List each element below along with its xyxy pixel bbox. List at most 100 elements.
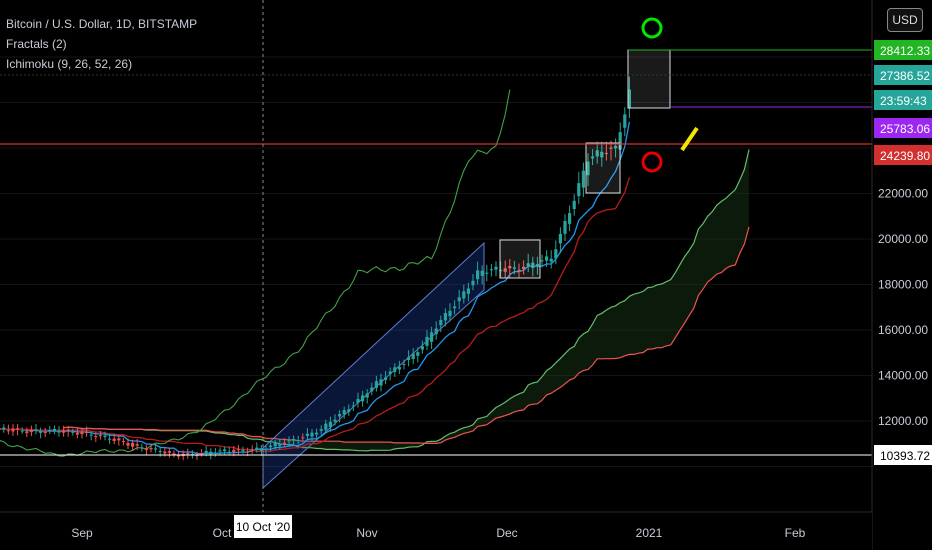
price-label-bg	[874, 145, 932, 165]
candle-body	[462, 291, 466, 299]
candle-body	[549, 258, 553, 262]
candle-body	[282, 442, 286, 444]
candle-body	[236, 449, 240, 451]
candle-body	[526, 263, 530, 267]
symbol-title[interactable]: Bitcoin / U.S. Dollar, 1D, BITSTAMP	[6, 17, 198, 31]
candle-body	[627, 89, 631, 108]
candle-body	[305, 433, 309, 436]
candle-body	[301, 437, 305, 439]
candle-body	[411, 353, 415, 360]
ichimoku-indicator-label[interactable]: Ichimoku (9, 26, 52, 26)	[6, 57, 133, 71]
price-label-text: 10393.72	[880, 449, 930, 463]
grid-lines	[0, 56, 872, 467]
candle-body	[489, 269, 493, 271]
candle-body	[232, 449, 236, 453]
candle-body	[158, 451, 162, 453]
candle-body	[75, 432, 79, 435]
y-tick-label: 12000.00	[878, 414, 928, 428]
parallel-channel	[262, 241, 485, 490]
candle-body	[103, 435, 107, 437]
candle-body	[163, 451, 167, 454]
candle-body	[25, 431, 29, 434]
chart-legend: Bitcoin / U.S. Dollar, 1D, BITSTAMP Frac…	[6, 14, 197, 74]
currency-button[interactable]: USD	[887, 8, 923, 32]
candle-body	[66, 429, 70, 432]
price-label-text: 27386.52	[880, 69, 930, 83]
candle-body	[351, 405, 355, 407]
candle-body	[370, 387, 374, 392]
candle-body	[342, 410, 346, 415]
candle-body	[425, 336, 429, 346]
candle-body	[388, 371, 392, 375]
candle-body	[384, 377, 388, 381]
candle-body	[204, 450, 208, 454]
candle-body	[319, 429, 323, 431]
candle-body	[259, 448, 263, 451]
candle-body	[195, 455, 199, 457]
price-label-bg	[874, 40, 932, 60]
candle-body	[494, 266, 498, 270]
candle-body	[135, 444, 139, 446]
candle-body	[85, 432, 89, 434]
candle-body	[43, 432, 47, 434]
candle-body	[420, 346, 424, 350]
candle-body	[338, 414, 342, 417]
candle-body	[568, 213, 572, 224]
candle-body	[522, 266, 526, 269]
candle-body	[34, 429, 38, 431]
candle-body	[499, 270, 503, 272]
fractals-indicator-label[interactable]: Fractals (2)	[6, 37, 67, 51]
candle-body	[480, 270, 484, 276]
candle-body	[172, 453, 176, 455]
candle-body	[167, 451, 171, 453]
candle-body	[200, 453, 204, 455]
candle-body	[310, 432, 314, 437]
ichimoku-cloud	[63, 149, 750, 452]
candle-body	[623, 114, 627, 128]
candle-body	[347, 409, 351, 412]
candle-body	[503, 268, 507, 272]
candle-body	[434, 328, 438, 335]
candle-body	[177, 455, 181, 457]
base-line	[0, 177, 631, 452]
candle-body	[11, 428, 15, 432]
candle-body	[315, 432, 319, 435]
candle-body	[416, 352, 420, 356]
candle-body	[485, 272, 489, 274]
x-tick-label: Dec	[496, 526, 517, 540]
candle-body	[2, 427, 6, 430]
rectangle-drawing	[627, 49, 671, 109]
candle-body	[255, 447, 259, 450]
x-tick-label: Sep	[71, 526, 93, 540]
candle-body	[223, 449, 227, 452]
time-axis: Sep Oct Nov Dec 2021 Feb	[0, 511, 872, 550]
rectangle-drawing	[585, 142, 621, 194]
candle-body	[149, 448, 153, 450]
price-label-bg	[874, 445, 932, 465]
kumo-fill	[63, 149, 750, 451]
candle-body	[48, 429, 52, 431]
candle-body	[397, 366, 401, 370]
candle-body	[227, 451, 231, 453]
candle-body	[0, 428, 1, 430]
candle-body	[218, 450, 222, 452]
candle-body	[508, 266, 512, 269]
candle-body	[209, 451, 213, 455]
y-tick-label: 16000.00	[878, 323, 928, 337]
candle-body	[154, 448, 158, 450]
x-tick-label: Nov	[356, 526, 377, 540]
candle-body	[333, 419, 337, 422]
candle-body	[604, 152, 608, 154]
candle-body	[365, 393, 369, 398]
candle-body	[361, 395, 365, 402]
candle-body	[407, 357, 411, 360]
y-tick-label: 18000.00	[878, 278, 928, 292]
magic-wand-icon	[680, 126, 699, 152]
x-tick-label: Oct	[213, 526, 232, 540]
candle-body	[540, 260, 544, 262]
candle-body	[292, 438, 296, 441]
candle-body	[39, 430, 43, 433]
candle-body	[430, 332, 434, 342]
candle-body	[264, 448, 268, 450]
